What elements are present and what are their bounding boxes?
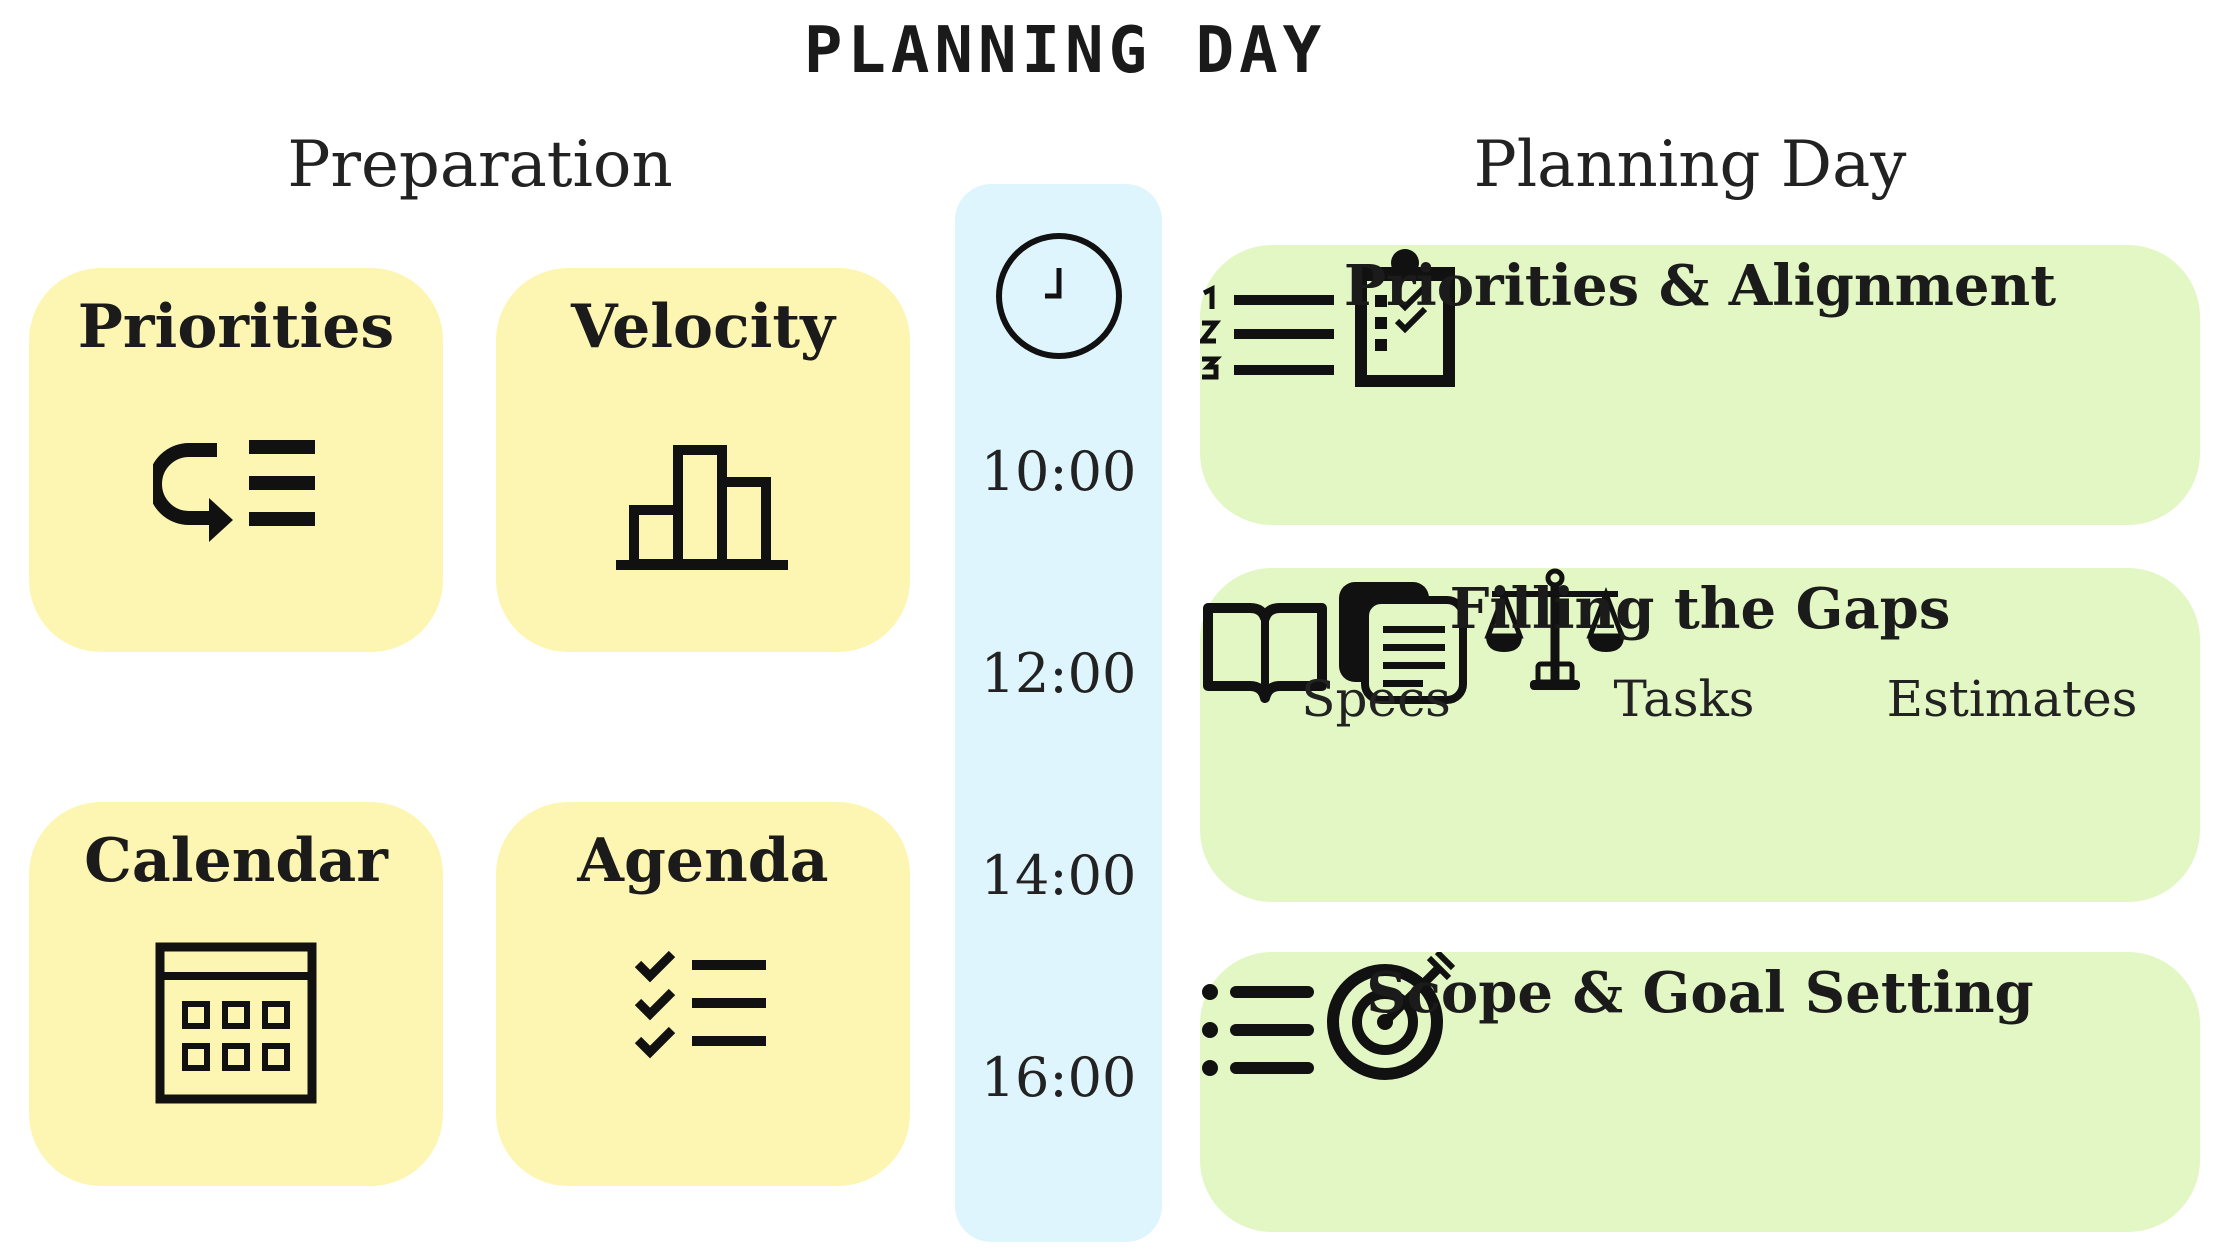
calendar-icon xyxy=(155,942,317,1104)
page-title: PLANNING DAY xyxy=(803,14,1327,88)
time-label: 12:00 xyxy=(980,642,1137,705)
time-label: 16:00 xyxy=(980,1046,1137,1109)
specs-label: Specs xyxy=(1301,670,1451,728)
card-velocity: Velocity xyxy=(496,268,910,652)
bar-chart-icon xyxy=(616,445,788,570)
card-agenda: Agenda xyxy=(496,802,910,1186)
clock-icon xyxy=(996,233,1122,359)
card-priorities-label: Priorities xyxy=(77,292,395,362)
block-scope-goal-setting: Scope & Goal Setting xyxy=(1200,949,2200,1232)
card-velocity-label: Velocity xyxy=(571,292,835,362)
planning-day-heading: Planning Day xyxy=(1473,128,1907,202)
preparation-heading: Preparation xyxy=(287,128,673,202)
card-priorities: Priorities xyxy=(29,268,443,652)
timeline: 10:00 12:00 14:00 16:00 xyxy=(955,184,1162,1242)
card-calendar-label: Calendar xyxy=(84,826,388,896)
time-label: 14:00 xyxy=(980,844,1137,907)
card-agenda-label: Agenda xyxy=(577,826,829,896)
documents-icon xyxy=(1339,582,1468,704)
block-priorities-alignment-label: Priorities & Alignment xyxy=(1343,253,2057,319)
clipboard-checklist-icon xyxy=(1355,249,1456,387)
time-label: 10:00 xyxy=(980,440,1137,503)
card-calendar: Calendar xyxy=(29,802,443,1186)
block-filling-the-gaps-label: Filling the Gaps xyxy=(1449,576,1951,642)
checklist-icon xyxy=(634,950,766,1059)
book-icon xyxy=(1203,603,1327,703)
numbered-list-icon xyxy=(1196,284,1334,380)
block-filling-the-gaps: Filling the Gaps Specs Tasks Estimates xyxy=(1200,568,2200,902)
bullet-list-icon xyxy=(1202,984,1314,1076)
scales-icon xyxy=(1484,568,1626,690)
block-scope-goal-setting-label: Scope & Goal Setting xyxy=(1366,960,2034,1026)
tasks-label: Tasks xyxy=(1613,670,1755,728)
estimates-label: Estimates xyxy=(1886,670,2138,728)
block-priorities-alignment: Priorities & Alignment xyxy=(1196,245,2200,525)
target-icon xyxy=(1327,949,1456,1080)
reorder-list-icon xyxy=(153,440,315,542)
